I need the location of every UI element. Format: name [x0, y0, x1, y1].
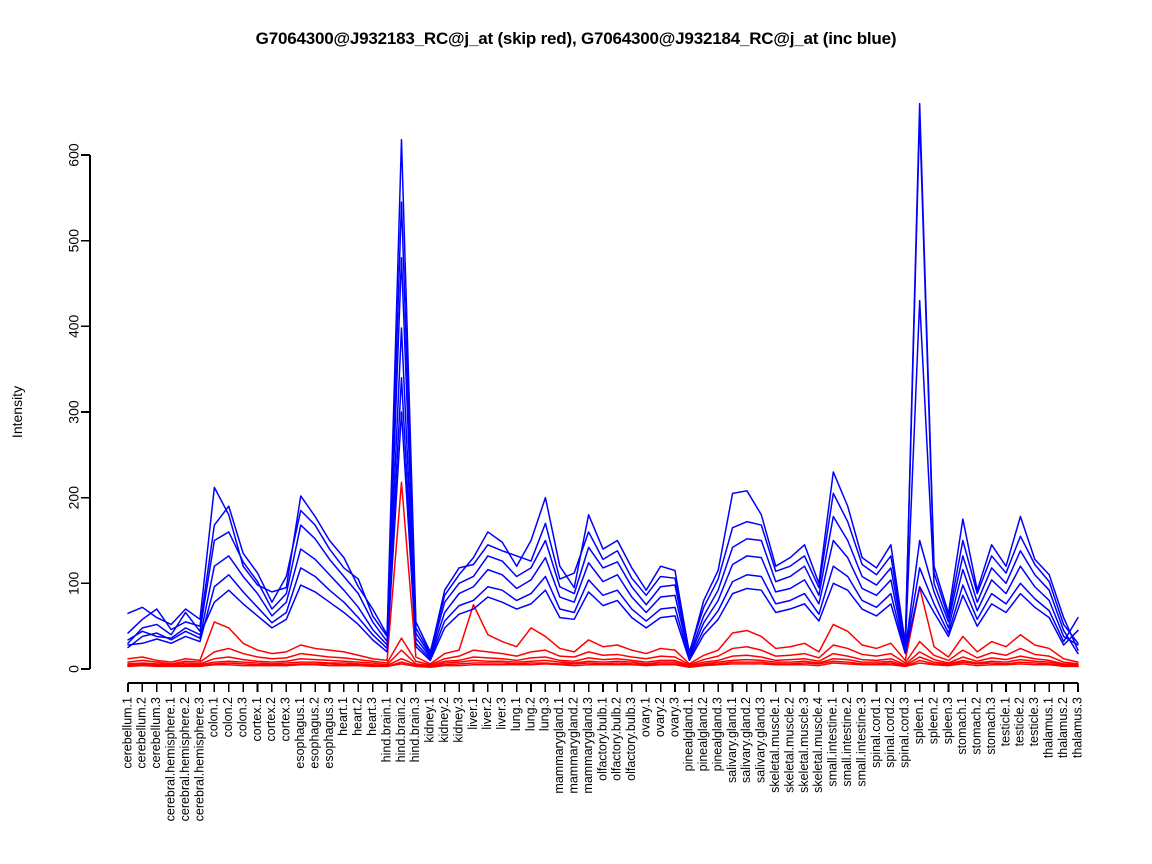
x-tick-label: skeletal.muscle.3 [797, 697, 811, 793]
x-tick-label: stomach.3 [984, 697, 998, 755]
x-tick-label: colon.3 [235, 697, 249, 737]
x-tick-label: hind.brain.1 [379, 697, 393, 762]
series-polyline [127, 656, 1079, 668]
series-polyline [127, 659, 1079, 668]
y-tick-label: 100 [66, 571, 82, 595]
x-tick-label: olfactory.bulb.1 [595, 697, 609, 781]
series-polyline [127, 662, 1079, 669]
x-tick-label: esophagus.2 [307, 697, 321, 769]
x-tick-label: salivary.gland.2 [739, 697, 753, 783]
y-tick-label: 200 [66, 486, 82, 510]
x-tick-label: cortex.3 [279, 697, 293, 742]
series-polyline [127, 637, 1079, 666]
x-tick-label: spleen.2 [926, 697, 940, 744]
series-polyline [127, 327, 1079, 658]
x-axis [127, 682, 1079, 692]
x-tick-label: spinal.cord.2 [883, 697, 897, 768]
x-tick-label: hind.brain.3 [408, 697, 422, 762]
x-tick-label: cerebellum.2 [135, 697, 149, 769]
page-title: G7064300@J932183_RC@j_at (skip red), G70… [255, 29, 897, 48]
x-tick-label: cortex.2 [264, 697, 278, 742]
x-tick-label: colon.2 [221, 697, 235, 737]
x-tick-label: cortex.1 [250, 697, 264, 742]
x-tick-labels: cerebellum.1 cerebellum.2 cerebellum.3 cere… [120, 697, 1084, 821]
series-polyline [127, 411, 1079, 662]
x-tick-label: lung.3 [538, 697, 552, 731]
x-tick-label: heart.2 [351, 697, 365, 736]
x-tick-label: liver.2 [480, 697, 494, 730]
x-tick-label: thalamus.3 [1070, 697, 1084, 758]
x-tick-label: mammarygland.2 [567, 697, 581, 794]
series-polyline [127, 102, 1079, 655]
y-tick-label: 0 [66, 665, 82, 673]
series-polyline [127, 115, 1079, 655]
x-tick-label: pinealgland.2 [696, 697, 710, 771]
x-tick-label: cerebral.hemisphere.2 [178, 697, 192, 821]
x-tick-label: lung.1 [509, 697, 523, 731]
y-tick-label: 300 [66, 400, 82, 424]
x-tick-label: kidney.3 [451, 697, 465, 743]
y-tick-label: 400 [66, 314, 82, 338]
x-tick-label: stomach.1 [955, 697, 969, 755]
x-tick-label: spleen.1 [912, 697, 926, 744]
x-tick-label: heart.3 [365, 697, 379, 736]
x-tick-label: thalamus.2 [1056, 697, 1070, 758]
y-axis-title: Intensity [9, 386, 25, 438]
x-tick-label: pinealgland.1 [682, 697, 696, 771]
y-axis: 0 100 200 300 400 500 600 [66, 143, 91, 673]
x-tick-label: salivary.gland.1 [725, 697, 739, 783]
x-tick-label: cerebral.hemisphere.3 [192, 697, 206, 821]
x-tick-label: esophagus.3 [322, 697, 336, 769]
x-tick-label: ovary.1 [638, 697, 652, 737]
x-tick-label: mammarygland.3 [581, 697, 595, 794]
x-tick-label: cerebellum.3 [149, 697, 163, 769]
series-polyline [127, 376, 1079, 660]
series-lines [127, 102, 1079, 669]
x-tick-label: kidney.1 [423, 697, 437, 743]
y-tick-label: 500 [66, 229, 82, 253]
x-tick-label: liver.1 [466, 697, 480, 730]
x-tick-label: olfactory.bulb.2 [610, 697, 624, 781]
x-tick-label: small.intestine.2 [840, 697, 854, 787]
y-tick-label: 600 [66, 143, 82, 167]
x-tick-label: mammarygland.1 [552, 697, 566, 794]
x-tick-label: cerebral.hemisphere.1 [163, 697, 177, 821]
x-tick-label: ovary.3 [667, 697, 681, 737]
x-tick-label: esophagus.1 [293, 697, 307, 769]
x-tick-label: lung.2 [523, 697, 537, 731]
x-tick-label: testicle.3 [1027, 697, 1041, 746]
x-tick-label: liver.3 [495, 697, 509, 730]
x-tick-label: hind.brain.2 [394, 697, 408, 762]
x-tick-label: skeletal.muscle.2 [782, 697, 796, 793]
x-tick-label: spleen.3 [941, 697, 955, 744]
x-tick-label: colon.1 [207, 697, 221, 737]
series-polyline [127, 649, 1079, 667]
x-tick-label: olfactory.bulb.3 [624, 697, 638, 781]
x-tick-label: skeletal.muscle.4 [811, 697, 825, 793]
x-tick-label: pinealgland.3 [710, 697, 724, 771]
x-tick-label: spinal.cord.3 [898, 697, 912, 768]
series-polyline [127, 257, 1079, 657]
x-tick-label: small.intestine.1 [826, 697, 840, 787]
x-tick-label: testicle.1 [998, 697, 1012, 746]
x-tick-label: cerebellum.1 [120, 697, 134, 769]
x-tick-label: stomach.2 [970, 697, 984, 755]
x-tick-label: skeletal.muscle.1 [768, 697, 782, 793]
y-axis-title-text: Intensity [9, 386, 25, 438]
x-tick-label: heart.1 [336, 697, 350, 736]
x-tick-label: salivary.gland.3 [754, 697, 768, 783]
x-tick-label: testicle.2 [1013, 697, 1027, 746]
x-tick-label: spinal.cord.1 [869, 697, 883, 768]
x-tick-label: thalamus.1 [1042, 697, 1056, 758]
x-tick-label: small.intestine.3 [854, 697, 868, 787]
x-tick-label: ovary.2 [653, 697, 667, 737]
x-tick-label: kidney.2 [437, 697, 451, 743]
